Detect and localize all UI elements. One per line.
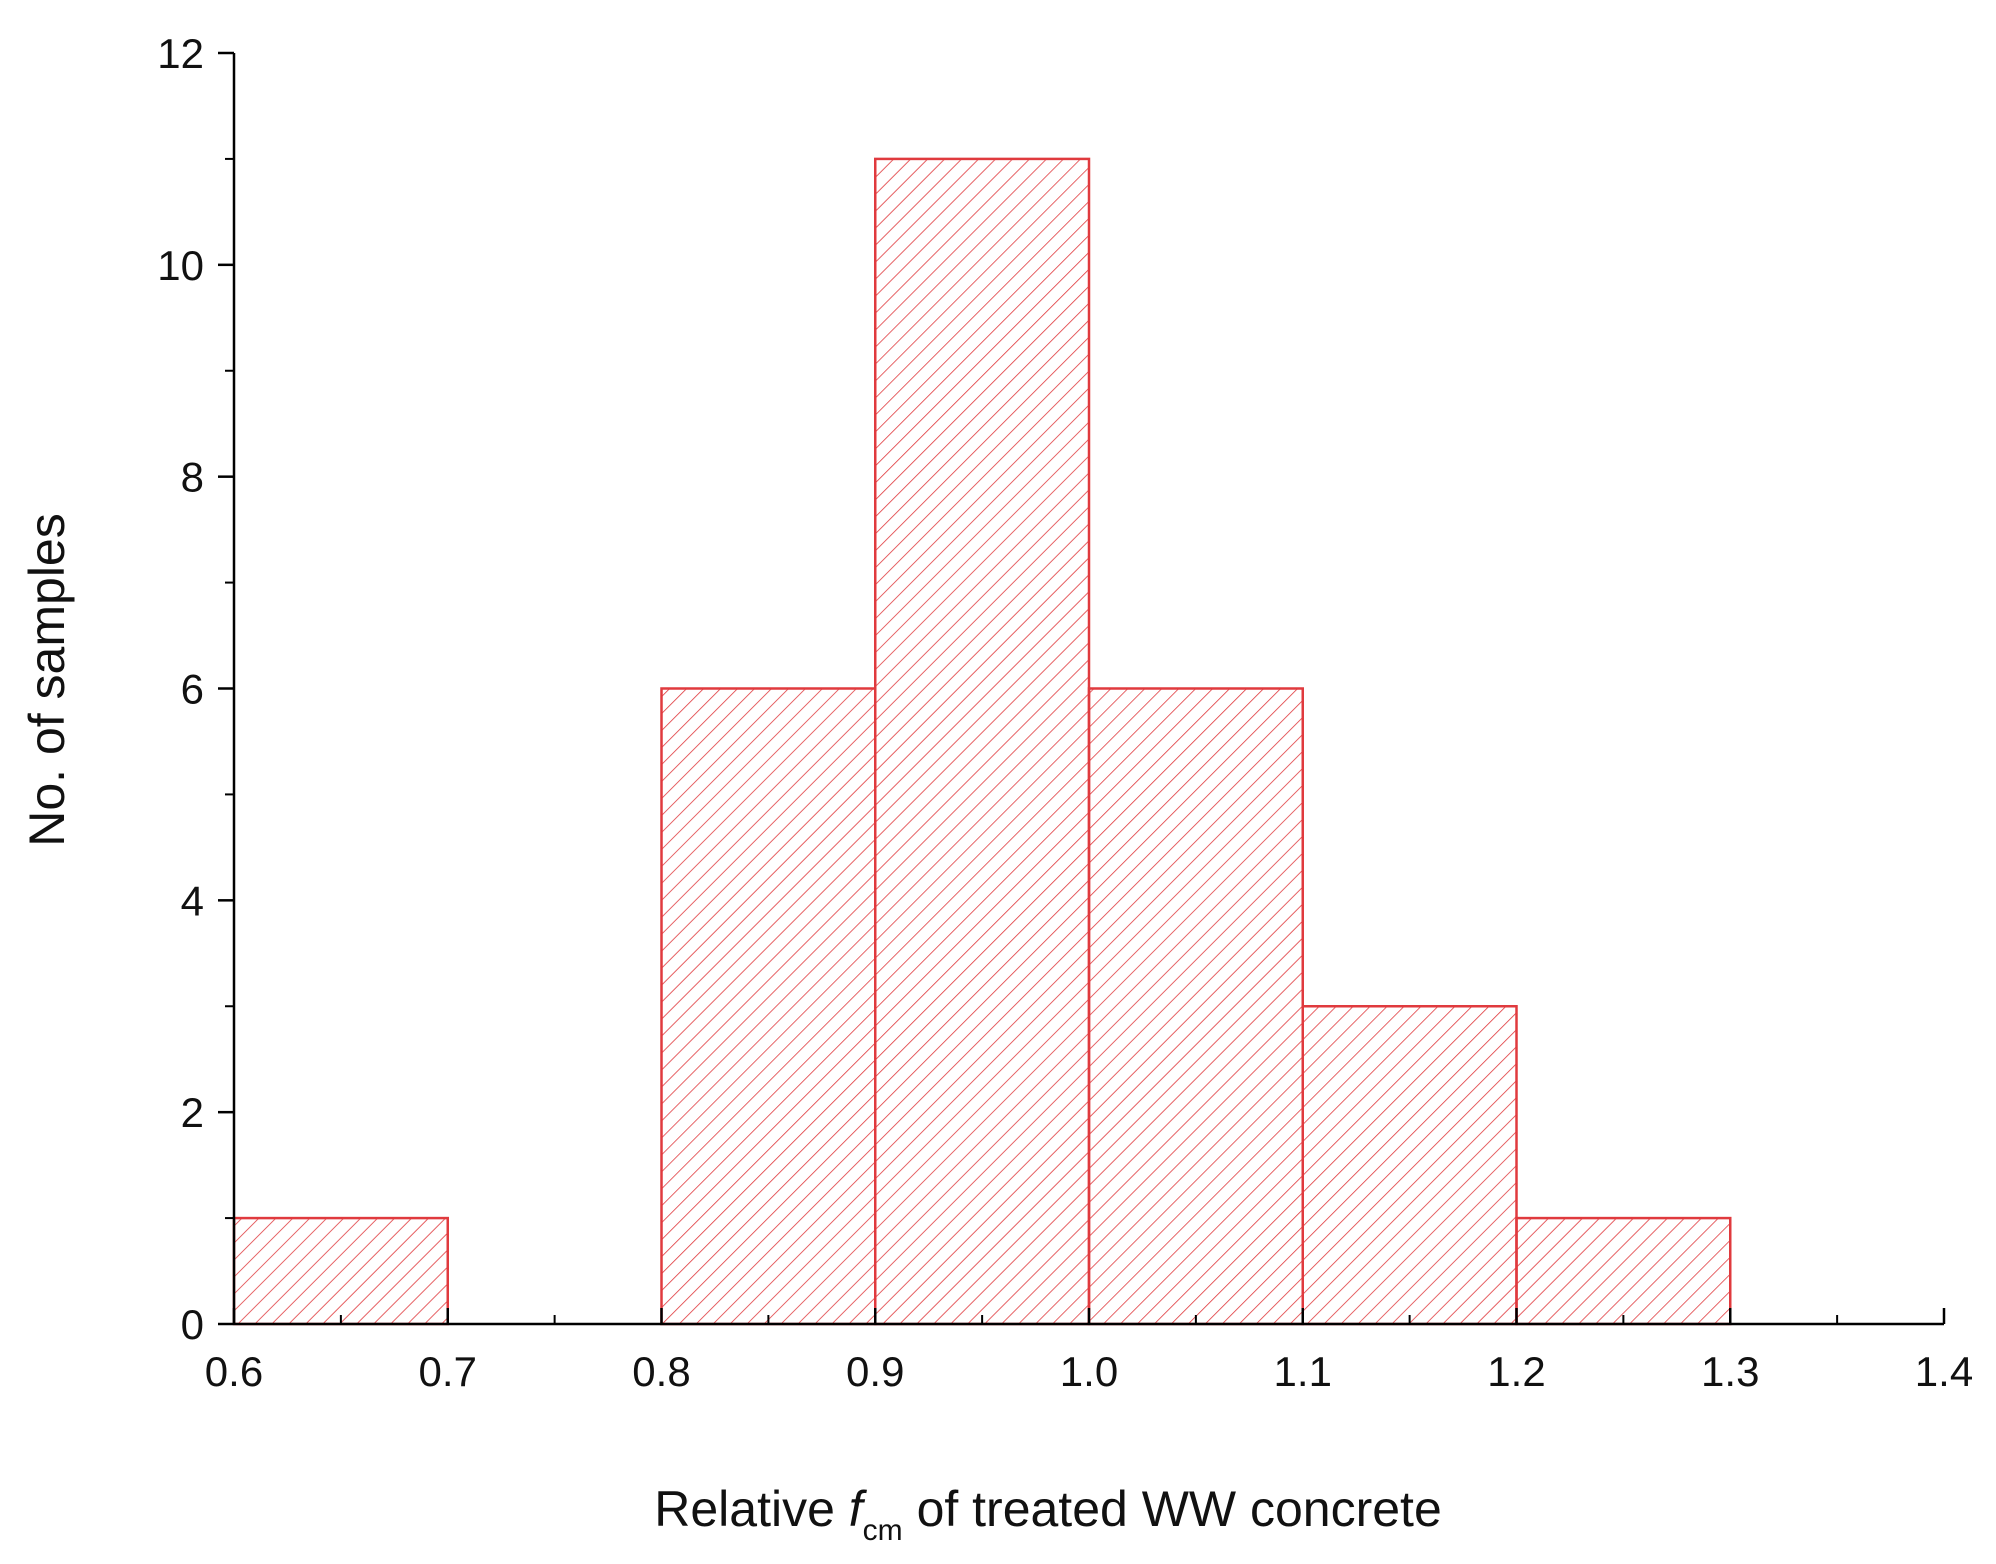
bars-group: [232, 157, 1732, 1326]
x-tick-label-2: 0.8: [632, 1348, 690, 1395]
x-axis-title-prefix: Relative: [654, 1481, 849, 1537]
histogram-bar-6: [1515, 1216, 1732, 1326]
x-tick-label-0: 0.6: [205, 1348, 263, 1395]
y-tick-label-5: 10: [157, 242, 204, 289]
x-tick-label-7: 1.3: [1701, 1348, 1759, 1395]
y-tick-label-3: 6: [181, 666, 204, 713]
x-tick-label-6: 1.2: [1487, 1348, 1545, 1395]
x-axis-title-subscript: cm: [863, 1514, 903, 1547]
histogram-bar-5: [1301, 1005, 1518, 1326]
y-axis-title: No. of samples: [19, 513, 75, 846]
y-ticks-group: 0 2 4 6 8 10 12: [157, 30, 234, 1348]
x-tick-label-1: 0.7: [419, 1348, 477, 1395]
x-tick-label-3: 0.9: [846, 1348, 904, 1395]
y-tick-label-2: 4: [181, 877, 204, 924]
y-tick-label-6: 12: [157, 30, 204, 77]
y-tick-label-0: 0: [181, 1301, 204, 1348]
x-ticks-group: 0.6 0.7 0.8 0.9 1.0 1.1 1.2 1.3 1.4: [205, 1308, 1973, 1395]
histogram-bar-2: [660, 687, 877, 1326]
histogram-bar-4: [1087, 687, 1304, 1326]
x-tick-label-5: 1.1: [1274, 1348, 1332, 1395]
histogram-bar-0: [232, 1216, 449, 1326]
y-tick-label-4: 8: [181, 454, 204, 501]
x-tick-label-4: 1.0: [1060, 1348, 1118, 1395]
histogram-bar-3: [874, 157, 1091, 1326]
y-tick-label-1: 2: [181, 1089, 204, 1136]
x-axis-title-suffix: of treated WW concrete: [903, 1481, 1442, 1537]
x-axis-title: Relative fcm of treated WW concrete: [654, 1481, 1442, 1547]
x-tick-label-8: 1.4: [1915, 1348, 1973, 1395]
